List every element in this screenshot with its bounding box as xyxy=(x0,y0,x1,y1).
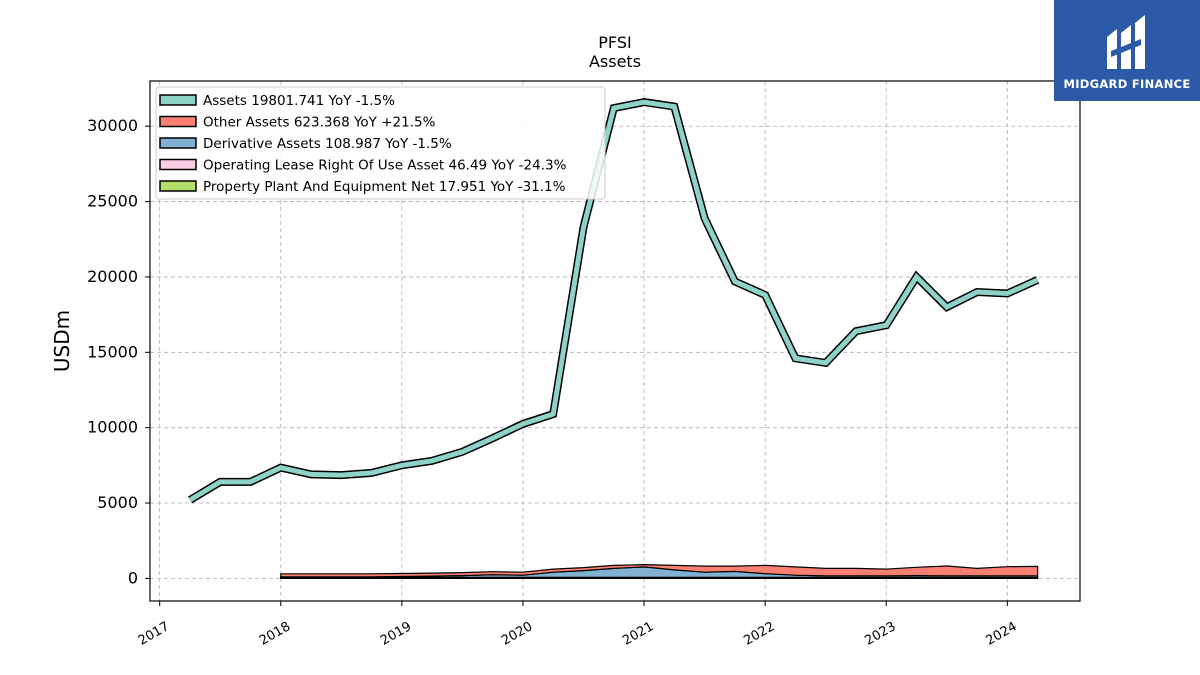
x-tick-label: 2024 xyxy=(984,619,1020,649)
midgard-logo: MIDGARD FINANCE xyxy=(1054,0,1200,101)
plot-frame xyxy=(149,80,1081,602)
area-other-assets xyxy=(280,563,1039,578)
x-tick-label: 2018 xyxy=(257,619,293,649)
chart-subtitle: Assets xyxy=(589,52,641,71)
legend: Assets 19801.741 YoY -1.5% Other Assets 6… xyxy=(155,86,606,200)
y-axis: 0 5000 10000 15000 20000 25000 30000 xyxy=(87,116,150,587)
x-tick-label: 2020 xyxy=(499,619,535,649)
x-tick-label: 2023 xyxy=(862,619,898,649)
y-tick-label: 10000 xyxy=(87,418,138,437)
stacked-areas xyxy=(280,563,1039,579)
legend-label-operating-lease-right-of-use-asset: Operating Lease Right Of Use Asset 46.49… xyxy=(203,158,567,174)
legend-label-other-assets: Other Assets 623.368 YoY +21.5% xyxy=(203,115,436,131)
y-tick-label: 0 xyxy=(128,568,138,587)
logo-text: MIDGARD FINANCE xyxy=(1063,76,1191,91)
legend-swatch-assets xyxy=(159,94,197,106)
assets-line-core xyxy=(188,99,1039,503)
x-tick-label: 2017 xyxy=(136,619,172,649)
assets-line xyxy=(187,98,1040,504)
y-axis-label: USDm xyxy=(50,310,74,372)
legend-swatch-derivative-assets xyxy=(159,137,197,149)
y-tick-label: 15000 xyxy=(87,342,138,361)
y-tick-label: 20000 xyxy=(87,267,138,286)
chart-title: PFSI xyxy=(598,33,631,52)
x-tick-label: 2019 xyxy=(378,619,414,649)
legend-swatch-operating-lease-right-of-use-asset xyxy=(159,158,197,171)
x-tick-label: 2022 xyxy=(741,619,777,649)
legend-swatch-property-plant-and-equipment-net xyxy=(159,180,197,192)
legend-swatch-other-assets xyxy=(159,115,197,128)
legend-label-derivative-assets: Derivative Assets 108.987 YoY -1.5% xyxy=(203,136,452,152)
y-tick-label: 5000 xyxy=(97,493,138,512)
legend-label-property-plant-and-equipment-net: Property Plant And Equipment Net 17.951 … xyxy=(203,179,566,195)
midgard-logo-icon xyxy=(1107,14,1145,69)
legend-box xyxy=(155,86,606,200)
y-tick-label: 25000 xyxy=(87,192,138,211)
x-tick-label: 2021 xyxy=(620,619,656,649)
y-tick-label: 30000 xyxy=(87,116,138,135)
x-axis: 2017 2018 2019 2020 2021 2022 2023 2024 xyxy=(136,601,1020,649)
legend-label-assets: Assets 19801.741 YoY -1.5% xyxy=(203,93,395,109)
